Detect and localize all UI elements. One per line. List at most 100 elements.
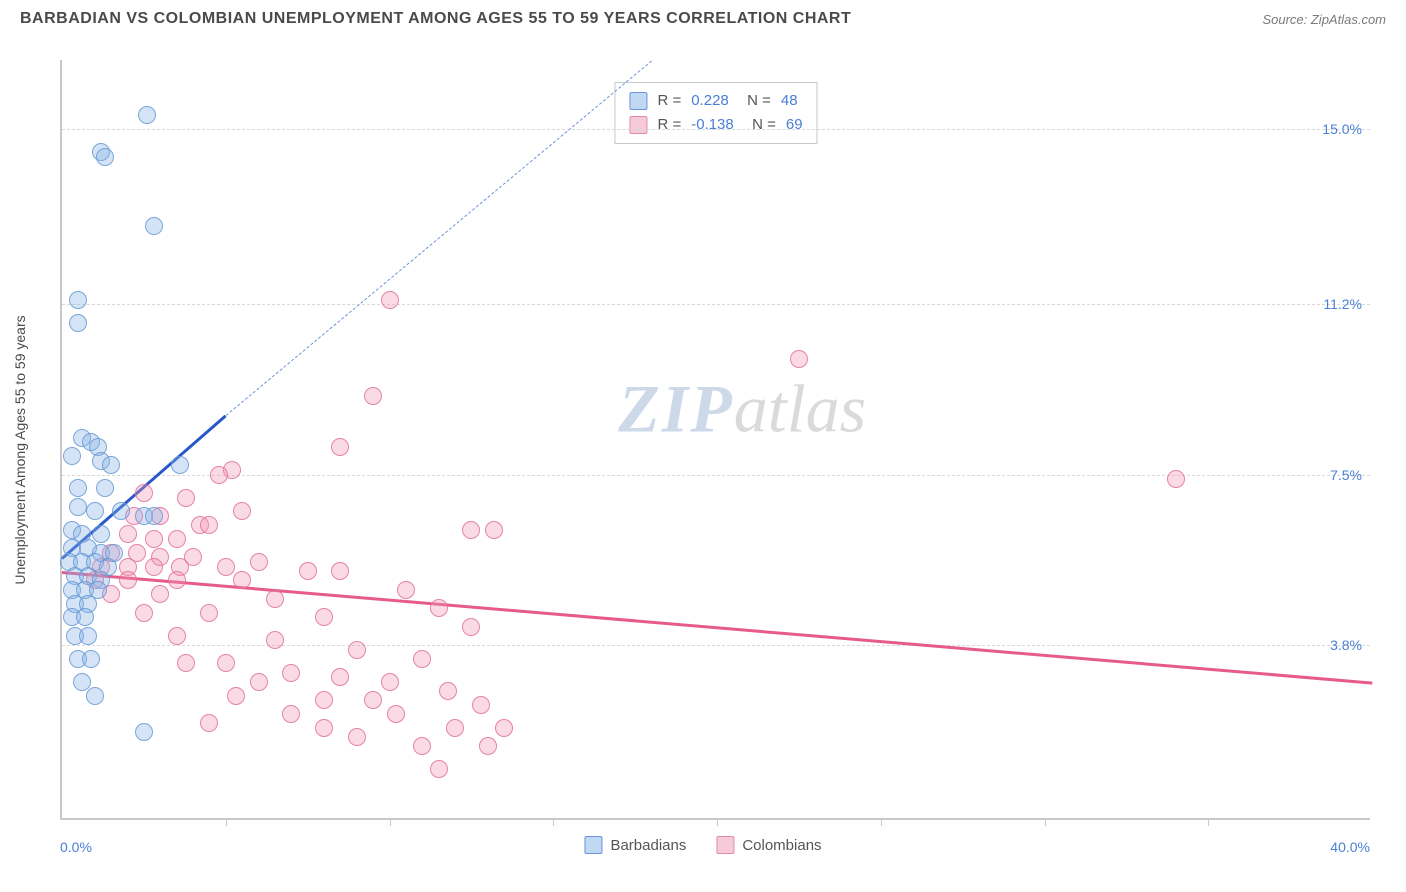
scatter-point-colombians	[315, 608, 333, 626]
scatter-point-colombians	[1167, 470, 1185, 488]
scatter-point-barbadians	[102, 456, 120, 474]
scatter-point-colombians	[472, 696, 490, 714]
swatch-blue-icon	[629, 92, 647, 110]
scatter-point-colombians	[177, 489, 195, 507]
scatter-point-colombians	[135, 484, 153, 502]
scatter-point-colombians	[299, 562, 317, 580]
x-axis-min-label: 0.0%	[60, 839, 92, 855]
y-tick-label: 7.5%	[1330, 467, 1362, 483]
legend-bottom: Barbadians Colombians	[584, 836, 821, 854]
gridline	[62, 129, 1370, 130]
scatter-point-colombians	[177, 654, 195, 672]
stat-n-colombians: 69	[786, 113, 803, 137]
scatter-point-colombians	[439, 682, 457, 700]
swatch-pink-icon	[629, 116, 647, 134]
legend-label-barbadians: Barbadians	[610, 837, 686, 854]
scatter-point-barbadians	[69, 291, 87, 309]
scatter-point-colombians	[495, 719, 513, 737]
scatter-point-colombians	[462, 521, 480, 539]
scatter-point-colombians	[315, 719, 333, 737]
x-tick	[717, 818, 718, 826]
scatter-point-colombians	[348, 728, 366, 746]
scatter-point-colombians	[331, 668, 349, 686]
scatter-point-barbadians	[63, 447, 81, 465]
scatter-point-colombians	[381, 673, 399, 691]
stat-n-label: N =	[744, 113, 776, 137]
stat-r-label: R =	[657, 113, 681, 137]
scatter-point-colombians	[151, 585, 169, 603]
scatter-point-colombians	[210, 466, 228, 484]
scatter-point-colombians	[217, 558, 235, 576]
scatter-point-colombians	[413, 650, 431, 668]
scatter-point-colombians	[397, 581, 415, 599]
stat-r-colombians: -0.138	[691, 113, 734, 137]
scatter-point-colombians	[200, 714, 218, 732]
scatter-point-barbadians	[112, 502, 130, 520]
y-tick-label: 11.2%	[1323, 296, 1362, 312]
scatter-point-colombians	[119, 525, 137, 543]
scatter-point-colombians	[145, 558, 163, 576]
scatter-point-colombians	[250, 553, 268, 571]
chart-source: Source: ZipAtlas.com	[1262, 12, 1386, 27]
x-tick	[881, 818, 882, 826]
scatter-point-barbadians	[86, 502, 104, 520]
legend-stats-row-colombians: R = -0.138 N = 69	[629, 113, 802, 137]
scatter-point-colombians	[479, 737, 497, 755]
scatter-point-barbadians	[145, 507, 163, 525]
x-tick	[1208, 818, 1209, 826]
scatter-point-barbadians	[79, 627, 97, 645]
scatter-point-colombians	[790, 350, 808, 368]
scatter-point-barbadians	[69, 498, 87, 516]
scatter-point-colombians	[364, 387, 382, 405]
x-tick	[226, 818, 227, 826]
plot-area: ZIPatlas R = 0.228 N = 48 R = -0.138 N =…	[60, 60, 1370, 820]
y-tick-label: 15.0%	[1322, 121, 1362, 137]
watermark: ZIPatlas	[618, 369, 866, 448]
scatter-point-barbadians	[76, 608, 94, 626]
scatter-point-colombians	[227, 687, 245, 705]
chart-title: BARBADIAN VS COLOMBIAN UNEMPLOYMENT AMON…	[20, 10, 851, 28]
scatter-point-colombians	[364, 691, 382, 709]
scatter-point-colombians	[485, 521, 503, 539]
x-tick	[553, 818, 554, 826]
scatter-point-colombians	[381, 291, 399, 309]
swatch-blue-icon	[584, 836, 602, 854]
watermark-zip: ZIP	[618, 370, 734, 446]
gridline	[62, 304, 1370, 305]
scatter-point-colombians	[266, 631, 284, 649]
scatter-point-colombians	[168, 571, 186, 589]
legend-stats-row-barbadians: R = 0.228 N = 48	[629, 89, 802, 113]
scatter-point-barbadians	[171, 456, 189, 474]
x-tick	[390, 818, 391, 826]
trendline-extrapolation	[225, 60, 651, 415]
legend-stats-box: R = 0.228 N = 48 R = -0.138 N = 69	[614, 82, 817, 144]
swatch-pink-icon	[716, 836, 734, 854]
trendline	[62, 571, 1372, 685]
scatter-point-colombians	[233, 571, 251, 589]
stat-r-barbadians: 0.228	[691, 89, 729, 113]
scatter-point-colombians	[266, 590, 284, 608]
y-tick-label: 3.8%	[1330, 637, 1362, 653]
scatter-point-barbadians	[96, 479, 114, 497]
x-axis-max-label: 40.0%	[1330, 839, 1370, 855]
scatter-point-barbadians	[69, 314, 87, 332]
stat-n-label: N =	[739, 89, 771, 113]
y-axis-title: Unemployment Among Ages 55 to 59 years	[12, 315, 28, 584]
scatter-point-barbadians	[69, 479, 87, 497]
scatter-point-colombians	[430, 599, 448, 617]
scatter-point-colombians	[200, 516, 218, 534]
scatter-point-colombians	[315, 691, 333, 709]
scatter-point-barbadians	[86, 687, 104, 705]
scatter-point-colombians	[168, 627, 186, 645]
scatter-point-barbadians	[138, 106, 156, 124]
scatter-point-barbadians	[96, 148, 114, 166]
scatter-point-colombians	[331, 562, 349, 580]
scatter-point-colombians	[331, 438, 349, 456]
scatter-point-colombians	[348, 641, 366, 659]
scatter-point-barbadians	[82, 650, 100, 668]
legend-item-colombians: Colombians	[716, 836, 821, 854]
x-tick	[1045, 818, 1046, 826]
scatter-point-colombians	[168, 530, 186, 548]
stat-r-label: R =	[657, 89, 681, 113]
scatter-point-colombians	[135, 604, 153, 622]
